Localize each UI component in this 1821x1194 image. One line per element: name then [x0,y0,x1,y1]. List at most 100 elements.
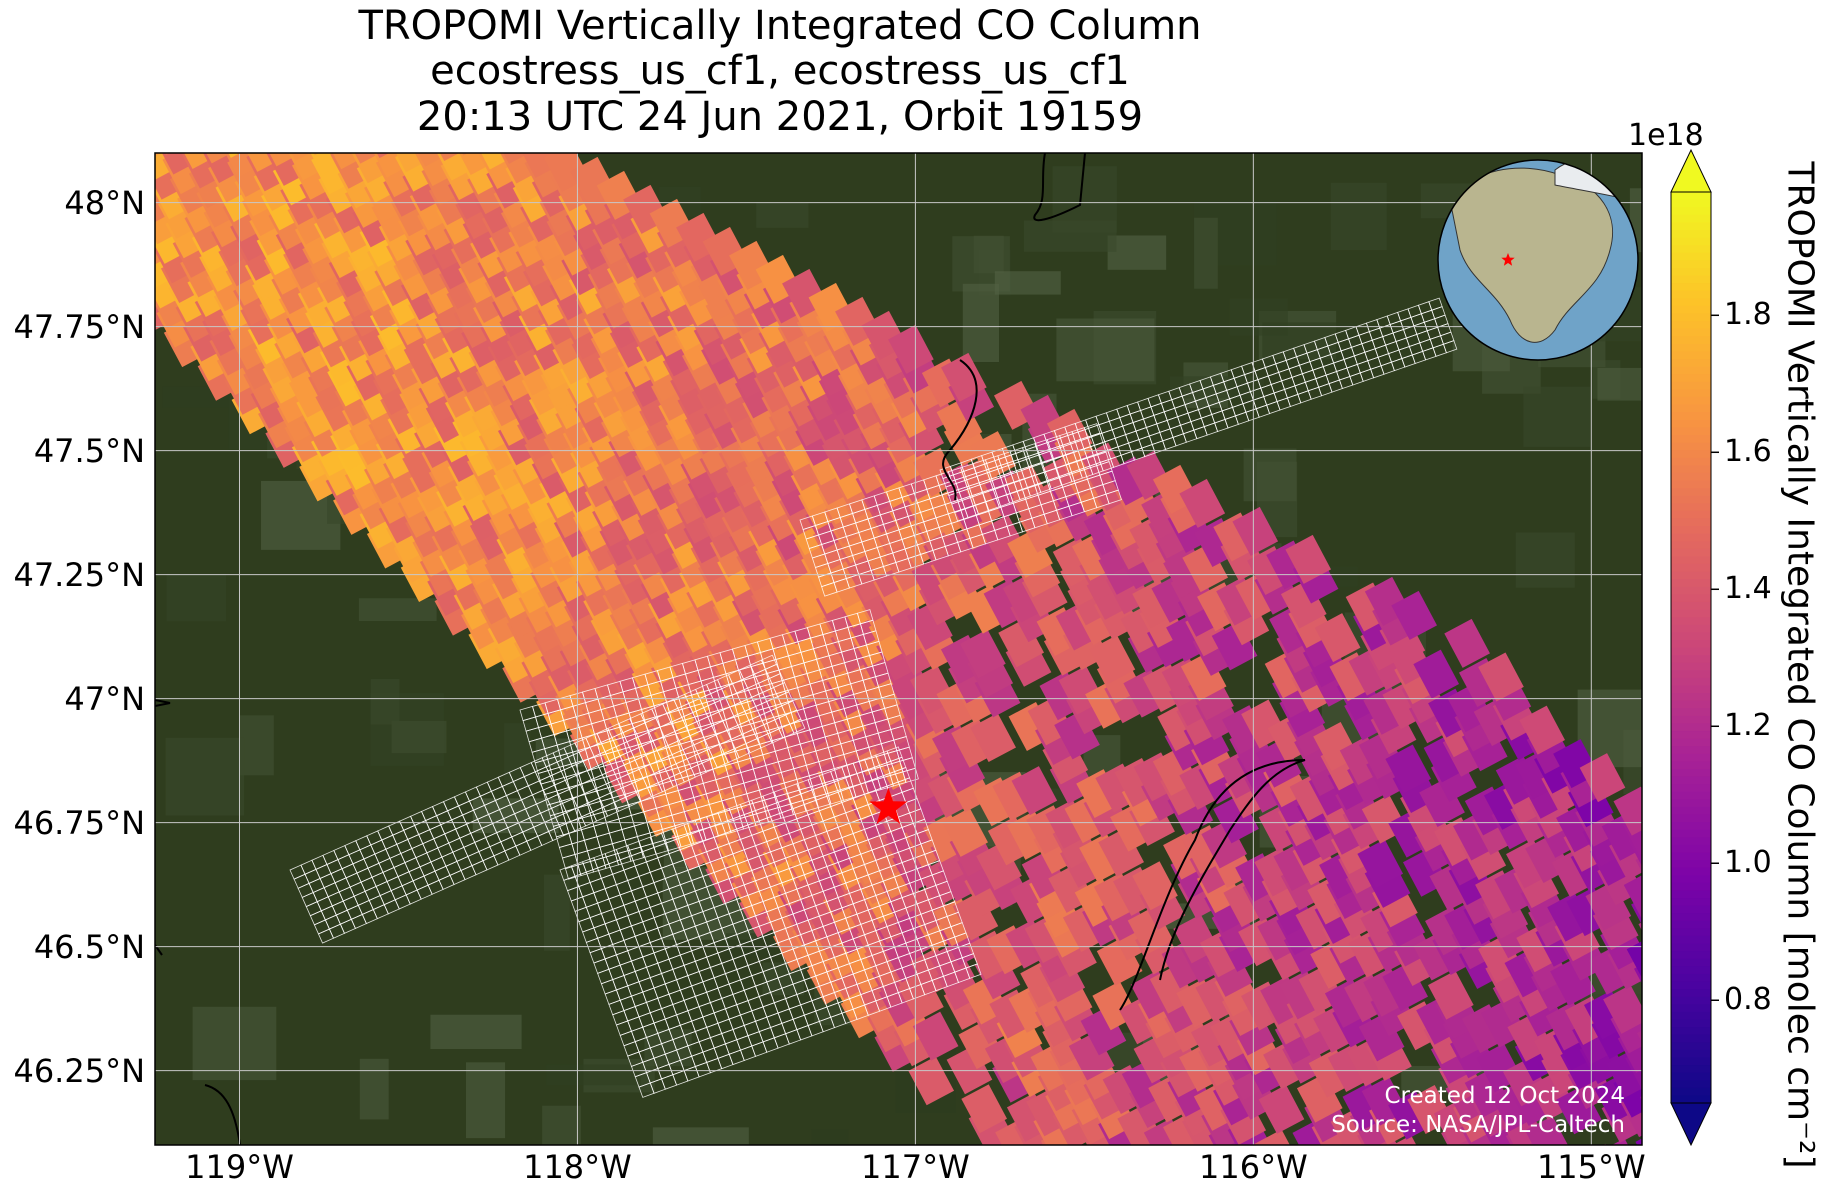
footprint-cell [965,963,982,979]
colorbar-segment [1671,533,1711,543]
co-pixel [1364,1140,1411,1145]
co-pixel [1113,1149,1159,1194]
colorbar-segment [1671,715,1711,725]
co-pixel [1550,956,1596,1006]
co-pixel [946,1045,993,1095]
basemap-patch [1056,318,1155,382]
target-star-marker [869,787,908,824]
colorbar-segment [1671,822,1711,831]
colorbar-segment [1671,784,1711,793]
co-pixel [1046,408,1093,458]
colorbar-segment [1671,237,1711,247]
co-pixel [1179,478,1226,528]
colorbar-segment [1671,571,1711,581]
basemap-patch [1194,217,1218,289]
co-pixel [1182,543,1229,593]
co-pixel [335,95,381,144]
colorbar-segment [1671,1072,1711,1082]
colorbar-segment [1671,662,1711,672]
co-pixel [1292,1118,1339,1145]
water-outline-layer [155,153,1306,1145]
x-tick-label: 116°W [1198,1148,1308,1186]
colorbar-segment [1671,753,1711,763]
colorbar-segment [1671,503,1711,512]
x-tick-label: 117°W [861,1148,970,1186]
colorbar-extend-min [1670,1102,1712,1147]
footprint-cell [902,767,919,783]
colorbar-segment [1671,1087,1711,1097]
colorbar-frame [1670,191,1712,1104]
co-pixel [270,92,316,141]
co-pixel [1127,905,1174,955]
colorbar-segment [1671,700,1711,710]
co-pixel [1357,839,1404,889]
y-tick-label: 47°N [64,679,145,718]
colorbar-segment [1671,412,1711,421]
basemap-patch [1597,367,1642,401]
colorbar-segment [1671,1004,1711,1013]
co-pixel [140,86,186,135]
basemap-patch [546,1064,641,1086]
co-pixel [1258,1084,1305,1134]
colorbar-segment [1671,935,1711,945]
colorbar-segment [1671,973,1711,983]
co-pixel [212,153,259,158]
colorbar-segment [1671,624,1711,634]
co-pixel [961,1084,1008,1134]
colorbar-segment [1671,1095,1711,1104]
colorbar-segment [1671,951,1711,960]
inset-globe [1437,159,1639,361]
colorbar-segment [1671,647,1711,657]
co-pixel [1232,506,1279,556]
colorbar-segment [1671,761,1711,770]
globe-continent [1449,167,1614,343]
co-pixel [1662,1141,1708,1190]
basemap-patch [166,573,227,622]
basemap-patch [465,1062,506,1139]
basemap-patch [1107,235,1167,270]
colorbar-segment [1671,321,1711,330]
co-pixel [1011,766,1058,816]
co-pixel [1280,579,1327,629]
footprint-cell [789,718,806,734]
co-pixel [1427,970,1474,1020]
colorbar-segment [1671,267,1711,277]
colorbar-segment [1671,814,1711,824]
footprint-cell [1105,489,1122,505]
colorbar-segment [1671,495,1711,505]
colorbar-segment [1671,457,1711,467]
colorbar-segment [1671,723,1711,733]
colorbar-segment [1671,222,1711,231]
basemap-patch [192,1006,277,1081]
co-pixel [316,101,362,150]
basemap-patch [1170,376,1264,399]
colorbar-segment [1671,708,1711,717]
co-pixel [1419,777,1465,827]
basemap-patch [1243,448,1297,502]
colorbar-segment [1671,829,1711,839]
co-pixel [1285,534,1332,584]
co-pixel [1213,794,1259,844]
colorbar-segment [1671,419,1711,429]
co-pixel [445,153,491,156]
co-pixel [908,1056,955,1106]
chart-title-line-1: TROPOMI Vertically Integrated CO Column [358,3,1202,49]
footprint-cell [1442,340,1458,354]
basemap-patch [1515,532,1575,588]
basemap-patch [504,723,531,788]
basemap-patch [994,271,1061,295]
co-pixel [251,98,297,147]
y-tick-label: 48°N [64,183,145,222]
colorbar-segment [1671,275,1711,285]
co-pixel [1519,705,1566,755]
colorbar-segment [1671,351,1711,361]
colorbar-segment [1671,359,1711,368]
co-pixel [464,101,510,150]
colorbar-segment [1671,434,1711,444]
colorbar-segment [1671,343,1711,353]
colorbar-segment [1671,989,1711,998]
co-pixel [167,100,213,149]
colorbar-segment [1671,996,1711,1006]
colorbar-segment [1671,336,1711,345]
colorbar-segment [1671,882,1711,892]
